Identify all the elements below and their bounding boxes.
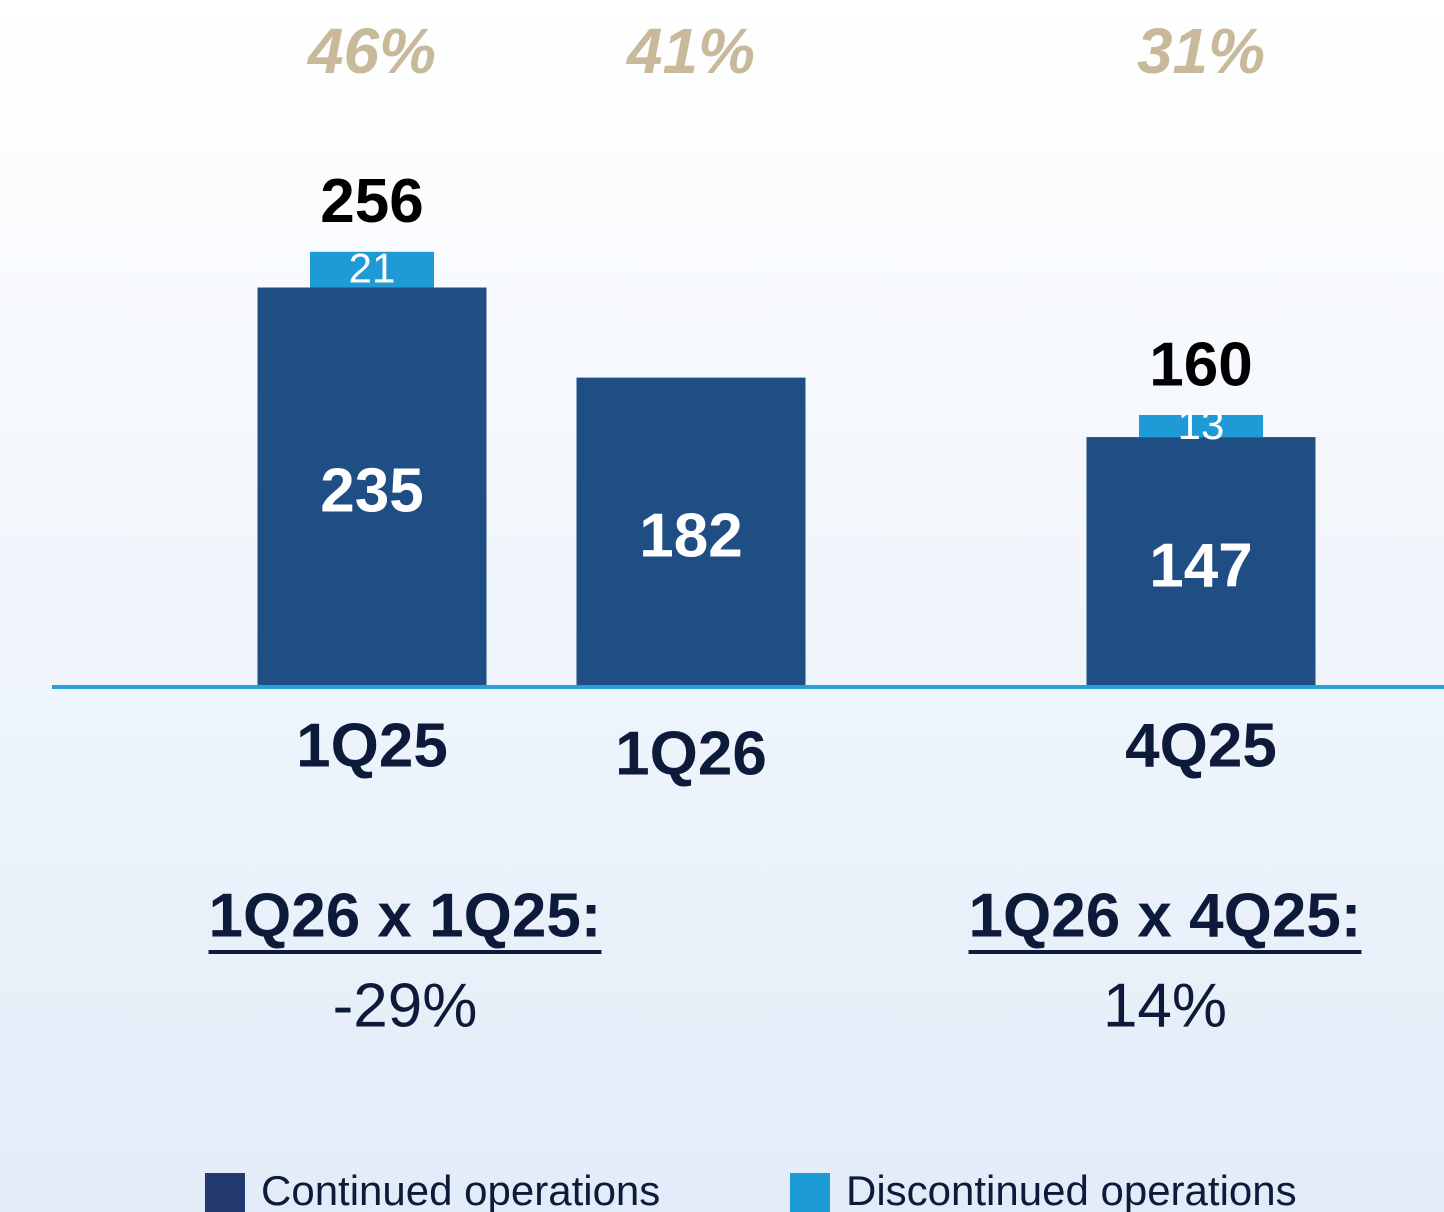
bar-segment xyxy=(310,251,434,288)
total-label: 160 xyxy=(1149,330,1252,399)
x-tick-label: 1Q25 xyxy=(296,711,448,780)
comparison-value: -29% xyxy=(333,971,478,1040)
legend-label: Discontinued operations xyxy=(846,1167,1297,1212)
value-label: 21 xyxy=(349,245,396,292)
x-tick-label: 4Q25 xyxy=(1125,711,1277,780)
margin-label: 31% xyxy=(1137,15,1265,87)
bar-segment xyxy=(576,377,806,687)
total-label: 256 xyxy=(320,167,423,236)
value-label: 182 xyxy=(639,502,742,571)
bar-segment xyxy=(257,287,487,687)
margin-label: 46% xyxy=(306,15,436,87)
comparison-label: 1Q26 x 1Q25: xyxy=(209,881,602,950)
value-label: 235 xyxy=(320,457,423,526)
value-label: 147 xyxy=(1149,531,1252,600)
x-tick-label: 1Q26 xyxy=(615,719,767,788)
comparison-value: 14% xyxy=(1103,971,1227,1040)
value-label: 13 xyxy=(1178,401,1225,448)
legend-label: Continued operations xyxy=(261,1167,660,1212)
comparison-label: 1Q26 x 4Q25: xyxy=(969,881,1362,950)
legend-swatch xyxy=(205,1173,245,1212)
bar-segment xyxy=(1139,415,1263,438)
margin-label: 41% xyxy=(625,15,755,87)
bar-segment xyxy=(1086,437,1316,687)
legend-swatch xyxy=(790,1173,830,1212)
